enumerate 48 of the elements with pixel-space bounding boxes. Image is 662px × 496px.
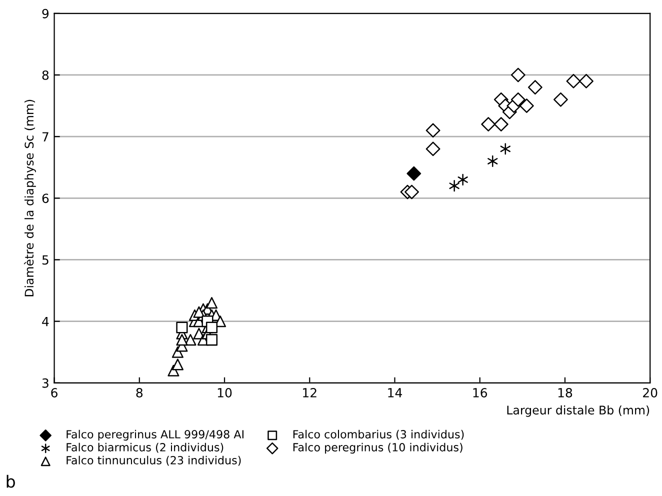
point — [494, 117, 508, 132]
point — [554, 92, 568, 107]
point — [488, 155, 498, 167]
x-tick-label: 8 — [136, 388, 143, 398]
y-axis-title: Diamètre de la diaphyse Sc (mm) — [24, 100, 36, 296]
text: b — [6, 474, 15, 488]
point — [172, 358, 184, 370]
x-tick-label: 20 — [643, 388, 658, 398]
y-tick-label: 6 — [42, 194, 49, 204]
point — [566, 74, 581, 88]
point — [176, 334, 188, 346]
point — [206, 297, 218, 309]
point — [206, 322, 218, 334]
y-tick-label: 5 — [42, 255, 48, 265]
y-tick-label: 8 — [42, 70, 49, 80]
legend-label: Falco peregrinus ALL 999/498 AI — [66, 430, 244, 441]
legend-label: Falco colombarius (3 individus) — [293, 430, 464, 440]
y-tick-label: 4 — [42, 316, 49, 326]
point — [206, 334, 218, 346]
point — [510, 68, 526, 82]
x-tick-label: 12 — [303, 388, 316, 398]
x-tick-label: 6 — [51, 388, 58, 398]
point — [458, 174, 468, 186]
point — [404, 184, 419, 200]
point — [449, 180, 460, 192]
legend-label: Falco biarmicus (2 individus) — [66, 442, 224, 453]
y-tick-label: 3 — [42, 378, 48, 388]
point — [193, 306, 205, 318]
point — [406, 166, 422, 181]
x-tick-label: 10 — [218, 388, 232, 398]
y-tick-label: 9 — [42, 8, 49, 18]
point — [519, 98, 534, 113]
point — [176, 322, 188, 334]
point — [510, 92, 526, 107]
x-axis-title: Largeur distale Bb (mm) — [507, 405, 650, 417]
x-tick-label: 16 — [473, 388, 488, 398]
legend-label: Falco tinnunculus (23 individus) — [66, 456, 241, 466]
x-tick-label: 14 — [388, 388, 402, 398]
y-tick-label: 7 — [42, 132, 48, 142]
point — [184, 334, 196, 346]
point — [481, 117, 496, 132]
point — [500, 143, 510, 155]
point — [426, 142, 440, 156]
point — [528, 80, 542, 95]
legend-label: Falco peregrinus (10 individus) — [293, 442, 462, 454]
point — [426, 123, 440, 138]
point — [579, 74, 594, 88]
x-tick-label: 18 — [558, 388, 572, 398]
